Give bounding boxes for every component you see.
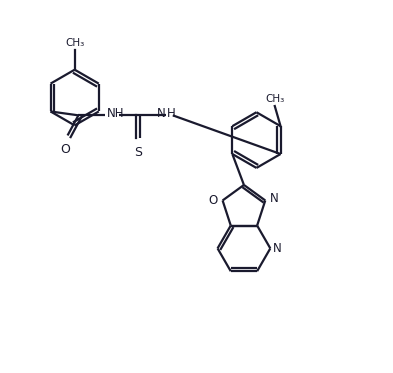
Text: O: O (208, 194, 217, 207)
Text: N: N (273, 242, 282, 255)
Text: N: N (270, 192, 279, 205)
Text: CH₃: CH₃ (65, 38, 84, 48)
Text: H: H (167, 107, 176, 120)
Text: O: O (61, 143, 71, 156)
Text: S: S (134, 145, 142, 159)
Text: NH: NH (107, 107, 124, 120)
Text: CH₃: CH₃ (265, 94, 285, 104)
Text: N: N (157, 107, 165, 120)
